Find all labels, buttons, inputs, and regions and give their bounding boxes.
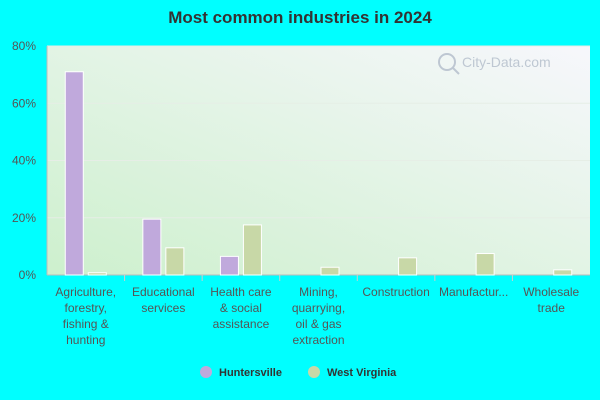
bar-west-virginia[interactable] xyxy=(320,266,340,276)
legend-label: Huntersville xyxy=(219,367,282,379)
legend-label: West Virginia xyxy=(327,367,397,379)
legend-item-huntersville[interactable]: Huntersville xyxy=(200,366,282,379)
legend-swatch xyxy=(200,366,212,378)
x-category-label: Educational services xyxy=(132,285,195,315)
x-category-label: Agriculture, forestry, fishing & hunting xyxy=(55,285,116,347)
bar-west-virginia[interactable] xyxy=(165,247,185,276)
y-tick-label: 40% xyxy=(12,154,36,168)
x-category-label: Mining, quarrying, oil & gas extraction xyxy=(292,285,345,347)
bar-west-virginia[interactable] xyxy=(553,269,573,276)
x-category-label: Manufactur... xyxy=(439,285,508,299)
legend-swatch xyxy=(308,366,320,378)
x-category-label: Construction xyxy=(362,285,429,299)
x-category-label: Health care & social assistance xyxy=(210,285,272,331)
svg-text:City-Data.com: City-Data.com xyxy=(462,54,551,70)
bar-west-virginia[interactable] xyxy=(242,224,262,276)
y-tick-label: 20% xyxy=(12,211,36,225)
chart-title: Most common industries in 2024 xyxy=(168,8,432,27)
bar-west-virginia[interactable] xyxy=(87,272,107,276)
y-tick-label: 80% xyxy=(12,39,36,53)
y-tick-label: 60% xyxy=(12,96,36,110)
bar-huntersville[interactable] xyxy=(142,218,162,276)
x-category-label: Wholesale trade xyxy=(523,285,579,315)
bar-west-virginia[interactable] xyxy=(398,257,418,276)
bar-huntersville[interactable] xyxy=(64,71,84,276)
watermark-magnifier-icon xyxy=(438,53,456,71)
watermark-logo: City-Data.com xyxy=(438,53,551,75)
bar-huntersville[interactable] xyxy=(219,255,239,276)
bar-west-virginia[interactable] xyxy=(475,253,495,276)
legend-item-west-virginia[interactable]: West Virginia xyxy=(308,366,397,379)
y-tick-label: 0% xyxy=(19,268,37,282)
